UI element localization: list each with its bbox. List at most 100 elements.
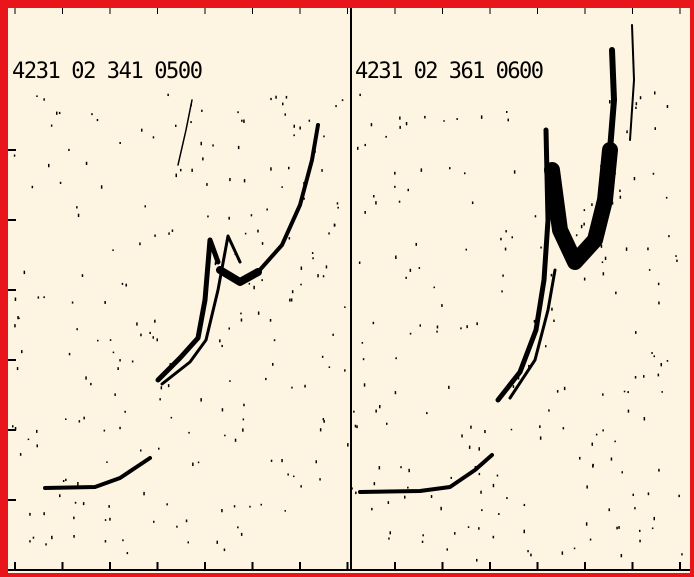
noise-dot [237,526,239,528]
noise-dot [658,469,660,472]
noise-dot [323,275,325,277]
noise-dot [159,398,161,400]
noise-dot [379,466,381,469]
noise-dot [167,94,169,96]
noise-dot [649,269,651,271]
noise-dot [17,316,19,319]
noise-dot [364,211,366,214]
noise-dot [592,443,594,446]
noise-dot [243,404,245,407]
noise-dot [83,502,85,505]
noise-dot [175,125,177,127]
noise-dot [21,350,23,353]
noise-dot [188,541,190,543]
noise-dot [126,284,128,287]
noise-dot [373,195,375,197]
noise-dot [405,277,407,279]
noise-dot [643,375,645,378]
noise-dot [351,487,353,489]
noise-dot [304,385,306,388]
noise-dot [394,172,396,175]
noise-dot [249,283,251,285]
noise-dot [614,441,616,443]
noise-dot [291,387,293,389]
noise-dot [395,256,397,259]
noise-dot [539,425,541,428]
noise-dot [288,167,290,169]
noise-dot [36,95,38,97]
noise-dot [619,190,621,192]
noise-dot [261,279,263,281]
noise-dot [73,535,75,538]
noise-dot [139,243,141,246]
noise-dot [466,249,468,251]
noise-dot [654,91,656,94]
noise-dot [285,510,287,512]
noise-dot [154,320,156,323]
noise-dot [323,136,325,138]
noise-dot [243,419,245,421]
noise-dot [212,144,214,146]
noise-dot [493,484,495,487]
noise-dot [502,275,504,277]
noise-dot [122,283,124,285]
noise-dot [506,111,508,113]
noise-dot [563,427,565,429]
noise-dot [301,267,303,270]
noise-dot [312,257,314,259]
noise-dot [634,177,636,180]
noise-dot [636,102,638,105]
noise-dot [190,121,192,123]
noise-dot [399,201,401,203]
noise-dot [676,260,678,262]
noise-dot [249,506,251,508]
noise-dot [513,385,515,388]
noise-dot [469,446,471,449]
noise-dot [60,182,62,184]
noise-dot [422,534,424,536]
noise-dot [454,532,456,535]
noise-dot [300,284,302,286]
noise-dot [63,480,65,482]
noise-dot [265,378,267,380]
noise-dot [59,494,61,497]
noise-dot [422,541,424,543]
noise-dot [605,257,607,260]
noise-dot [545,345,547,347]
noise-dot [416,243,418,246]
noise-dot [399,126,401,129]
noise-dot [17,367,19,370]
noise-dot [320,428,322,431]
noise-dot [506,497,508,499]
noise-dot [596,434,598,436]
noise-dot [584,278,586,281]
noise-dot [69,353,71,355]
noise-dot [621,554,623,557]
noise-dot [20,453,22,456]
noise-dot [300,485,302,487]
noise-dot [441,304,443,307]
noise-dot [192,463,194,466]
noise-dot [229,380,231,382]
noise-dot [620,196,622,199]
noise-dot [224,549,226,552]
noise-dot [235,439,237,442]
noise-dot [292,290,294,293]
noise-dot [271,460,273,462]
noise-dot [472,202,474,205]
noise-dot [262,242,264,245]
noise-dot [365,144,367,146]
noise-dot [77,482,79,485]
noise-dot [286,96,288,99]
noise-dot [323,418,325,420]
noise-dot [498,513,500,515]
noise-dot [224,435,226,437]
noise-dot [112,249,114,251]
noise-dot [85,376,87,379]
noise-dot [136,322,138,325]
noise-dot [127,552,129,554]
noise-dot [356,425,358,428]
noise-dot [275,96,277,99]
noise-dot [634,507,636,509]
panel-label: 4231 02 361 0600 [355,59,543,84]
